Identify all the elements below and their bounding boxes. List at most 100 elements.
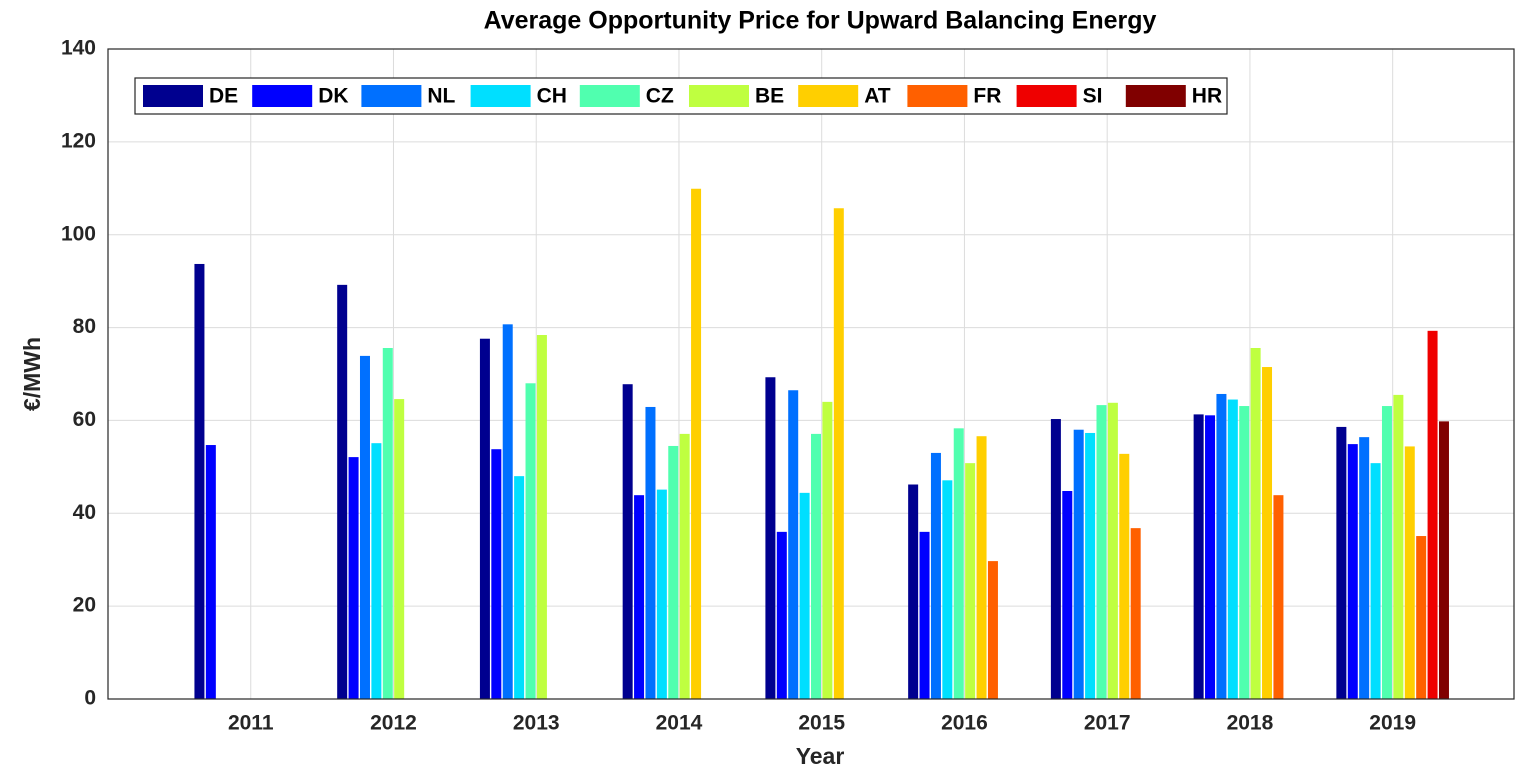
legend-label: DK: [318, 85, 348, 108]
bar: [1438, 421, 1449, 699]
legend-label: HR: [1192, 85, 1222, 108]
x-tick-label: 2019: [1369, 712, 1416, 735]
bar: [1359, 437, 1370, 699]
legend-swatch: [361, 85, 422, 107]
bar: [1119, 453, 1130, 699]
bar: [1050, 419, 1061, 699]
legend-label: DE: [209, 85, 238, 108]
bar: [965, 463, 976, 699]
bar: [799, 492, 810, 699]
x-tick-label: 2016: [941, 712, 988, 735]
bar: [634, 495, 645, 699]
bar: [668, 445, 679, 699]
legend-label: BE: [755, 85, 784, 108]
legend-swatch: [143, 85, 203, 107]
bar: [622, 384, 633, 699]
x-tick-label: 2013: [513, 712, 560, 735]
bar: [987, 561, 998, 699]
bar: [1370, 463, 1381, 699]
bar: [691, 188, 702, 699]
bar: [776, 531, 787, 699]
y-tick-label: 80: [73, 315, 96, 338]
bar: [679, 433, 690, 699]
legend-swatch: [689, 85, 749, 107]
x-tick-label: 2011: [228, 712, 274, 735]
bar: [1130, 528, 1141, 699]
bar: [919, 531, 930, 699]
legend-label: CZ: [646, 85, 674, 108]
bar: [1250, 348, 1261, 699]
bar: [479, 338, 490, 699]
bar: [1239, 406, 1250, 699]
bar: [1205, 415, 1216, 699]
bar: [942, 480, 953, 699]
bar: [514, 476, 525, 699]
legend-label: AT: [864, 85, 891, 108]
bar: [822, 401, 833, 699]
bar: [1393, 394, 1404, 699]
y-tick-label: 0: [84, 687, 96, 710]
bar: [811, 433, 822, 699]
bar: [1085, 432, 1096, 699]
legend-label: NL: [427, 85, 455, 108]
bar: [337, 284, 348, 699]
chart-title: Average Opportunity Price for Upward Bal…: [484, 7, 1157, 35]
bar: [833, 208, 844, 699]
legend-swatch: [1016, 85, 1077, 107]
bar: [359, 355, 370, 699]
legend-swatch: [907, 85, 968, 107]
bar: [908, 484, 919, 699]
bar: [1193, 414, 1204, 699]
bar: [1227, 399, 1238, 699]
bar: [205, 445, 216, 699]
bar: [953, 428, 964, 699]
bar: [1107, 402, 1118, 699]
bar: [645, 406, 656, 699]
bar: [1381, 406, 1392, 699]
bar: [1262, 367, 1273, 699]
x-axis-label: Year: [796, 743, 845, 769]
bar: [194, 263, 205, 699]
bar: [536, 335, 547, 699]
x-tick-label: 2012: [370, 712, 417, 735]
legend-swatch: [1125, 85, 1186, 107]
bar: [1096, 405, 1107, 699]
bar: [656, 489, 667, 699]
y-tick-label: 20: [73, 594, 96, 617]
legend-swatch: [470, 85, 531, 107]
bar: [788, 390, 799, 699]
bar: [1273, 495, 1284, 699]
x-tick-label: 2018: [1227, 712, 1274, 735]
legend-swatch: [579, 85, 640, 107]
bar: [502, 324, 513, 699]
legend-swatch: [798, 85, 859, 107]
x-tick-label: 2014: [656, 712, 703, 735]
bar: [525, 383, 536, 699]
bar: [1073, 429, 1084, 699]
bar: [382, 348, 393, 699]
bar: [1347, 444, 1358, 699]
bar: [371, 443, 382, 699]
y-axis-label: €/MWh: [19, 337, 45, 411]
bar: [765, 377, 776, 699]
bar: [976, 436, 987, 699]
legend-label: CH: [537, 85, 567, 108]
bar: [394, 399, 405, 699]
y-tick-label: 100: [61, 222, 96, 245]
y-tick-label: 40: [73, 501, 96, 524]
bar: [491, 449, 502, 699]
bar: [1062, 491, 1073, 699]
y-tick-label: 140: [61, 37, 96, 60]
y-tick-label: 120: [61, 129, 96, 152]
legend-label: FR: [973, 85, 1001, 108]
legend-label: SI: [1083, 85, 1103, 108]
bar: [1336, 426, 1347, 699]
bar: [1216, 393, 1227, 699]
bar: [348, 457, 359, 699]
legend-swatch: [252, 85, 313, 107]
bar: [1416, 536, 1427, 699]
x-tick-label: 2017: [1084, 712, 1131, 735]
x-tick-label: 2015: [798, 712, 845, 735]
